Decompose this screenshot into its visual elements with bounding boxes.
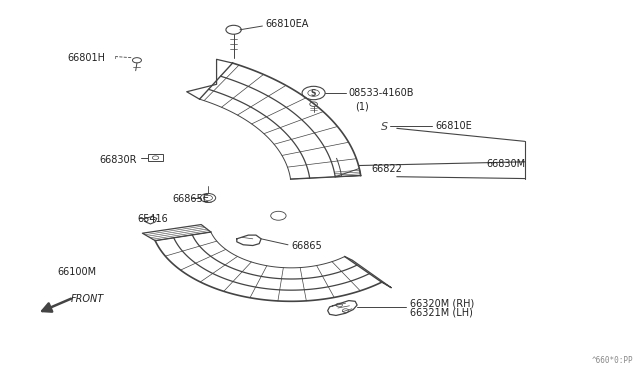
Text: S: S xyxy=(311,89,316,97)
Text: 66830R: 66830R xyxy=(99,155,137,165)
Text: 66810EA: 66810EA xyxy=(266,19,309,29)
Text: 66321M (LH): 66321M (LH) xyxy=(410,308,472,317)
Text: 66810E: 66810E xyxy=(435,122,472,131)
Text: FRONT: FRONT xyxy=(70,295,104,304)
Text: 66865: 66865 xyxy=(291,241,322,250)
Text: 08533-4160B: 08533-4160B xyxy=(349,88,414,98)
Text: 66865E: 66865E xyxy=(173,194,210,204)
Text: 65416: 65416 xyxy=(138,215,168,224)
Text: (1): (1) xyxy=(355,101,369,111)
Text: 66822: 66822 xyxy=(371,164,402,174)
Text: 66320M (RH): 66320M (RH) xyxy=(410,298,474,308)
Text: $\it{S}$: $\it{S}$ xyxy=(380,121,388,132)
Text: 66830M: 66830M xyxy=(486,159,525,169)
Text: 66801H: 66801H xyxy=(67,53,105,62)
Text: ^660*0:PP: ^660*0:PP xyxy=(592,356,634,365)
Text: 66100M: 66100M xyxy=(58,267,97,276)
